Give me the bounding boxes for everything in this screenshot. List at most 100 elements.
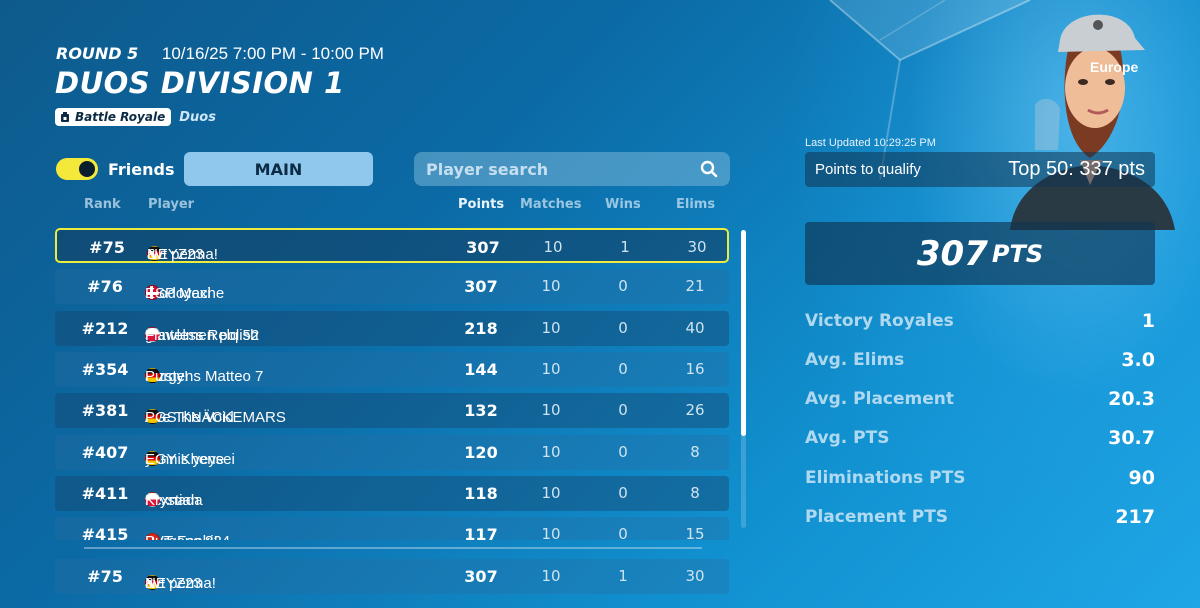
row-matches: 10: [541, 401, 561, 420]
divider: [84, 547, 702, 549]
row-elims: 40: [685, 318, 705, 337]
stat-value: 90: [1128, 467, 1155, 489]
stat-value: 3.0: [1121, 349, 1155, 371]
player-name: avt perma!: [147, 246, 218, 263]
mode-sub: Duos: [179, 109, 216, 125]
row-matches: 10: [541, 483, 561, 502]
col-points-header: Points: [458, 197, 505, 212]
row-points: 120: [464, 442, 498, 462]
col-rank-header: Rank: [84, 197, 121, 212]
row-matches: 10: [541, 567, 561, 585]
stat-elimination-pts: Eliminations PTS 90: [805, 467, 1155, 489]
row-rank: #415: [81, 525, 129, 540]
stat-label: Avg. Placement: [805, 389, 955, 409]
stat-avg-placement: Avg. Placement 20.3: [805, 388, 1155, 410]
row-elims: 30: [687, 238, 707, 256]
character-portrait: [1010, 14, 1175, 230]
flag-icon: [147, 246, 162, 261]
self-row[interactable]: #75 NEYZ23 & avt perma! 307 10 1 30: [55, 559, 729, 594]
stat-value: 30.7: [1108, 427, 1155, 449]
player-name: NEYZ23: [145, 575, 202, 592]
round-info: ROUND 5 10/16/25 7:00 PM - 10:00 PM: [56, 44, 384, 64]
flag-icon: [145, 326, 160, 342]
row-elims: 15: [685, 525, 705, 540]
qualify-label: Points to qualify: [815, 161, 921, 178]
player-name: Purgens 824: [145, 533, 230, 540]
row-points: 218: [464, 318, 498, 338]
tab-main[interactable]: MAIN: [184, 152, 373, 186]
mode-badge-label: Battle Royale: [75, 110, 166, 124]
row-wins: 1: [618, 567, 628, 585]
table-row[interactable]: #415AVT Faaki!&Purgens 82411710015: [55, 517, 729, 540]
scrollbar-thumb[interactable]: [741, 230, 746, 436]
friends-toggle[interactable]: [56, 158, 98, 180]
total-points-unit: PTS: [991, 239, 1044, 268]
row-elims: 8: [690, 442, 700, 461]
row-matches: 10: [541, 277, 561, 296]
player-name: EGY Khensei: [145, 450, 235, 468]
row-rank: #76: [87, 277, 123, 297]
region-label: Europe: [1090, 59, 1139, 75]
row-matches: 10: [541, 359, 561, 378]
row-matches: 10: [541, 318, 561, 337]
row-points: 117: [464, 525, 498, 540]
row-rank: #407: [81, 442, 129, 462]
row-wins: 0: [618, 525, 628, 540]
stat-value: 20.3: [1108, 388, 1155, 410]
row-elims: 30: [685, 567, 705, 585]
flag-icon: [145, 367, 160, 383]
col-elims-header: Elims: [676, 197, 716, 212]
stat-label: Avg. PTS: [805, 428, 890, 448]
table-row[interactable]: #75 NEYZ23 & avt perma! 307 10 1 30: [55, 228, 729, 263]
scrollbar[interactable]: [741, 230, 746, 528]
stat-value: 1: [1141, 310, 1155, 332]
search-input[interactable]: [426, 159, 700, 179]
flag-icon: [145, 285, 160, 301]
row-points: 307: [466, 238, 500, 257]
stat-placement-pts: Placement PTS 217: [805, 506, 1155, 528]
stat-label: Eliminations PTS: [805, 468, 966, 488]
friends-label: Friends: [108, 159, 175, 179]
toggle-knob: [79, 161, 95, 177]
player-name: AVT Faaki!: [145, 533, 218, 540]
player-name: Purgens Matteo 7: [145, 367, 264, 385]
row-rank: #75: [89, 238, 125, 257]
qualify-box: Points to qualify Top 50: 337 pts: [805, 152, 1155, 187]
stat-value: 217: [1115, 506, 1155, 528]
search-icon[interactable]: [700, 160, 718, 178]
stat-label: Victory Royales: [805, 311, 954, 331]
flag-icon: [145, 450, 160, 466]
flag-icon: [145, 575, 160, 590]
row-elims: 16: [685, 359, 705, 378]
row-matches: 10: [541, 525, 561, 540]
battle-royale-icon: [61, 112, 69, 122]
stat-label: Placement PTS: [805, 507, 949, 527]
mode-row: Battle Royale Duos: [55, 108, 216, 126]
background-glow: [780, 0, 1200, 608]
row-wins: 0: [618, 442, 628, 461]
player-name: ESP Mexi: [145, 285, 211, 303]
friends-toggle-group: Friends: [56, 158, 175, 180]
page-title: DUOS DIVISION 1: [55, 66, 345, 100]
row-wins: 0: [618, 401, 628, 420]
row-elims: 21: [685, 277, 705, 296]
player-name: Ave The Void: [145, 409, 234, 427]
row-points: 118: [464, 483, 498, 503]
row-matches: 10: [543, 238, 563, 256]
row-wins: 0: [618, 318, 628, 337]
player-search[interactable]: [414, 152, 730, 186]
row-wins: 1: [620, 238, 630, 256]
player-name: Flawless Relq 52: [145, 326, 260, 344]
background-lines: [829, 0, 1031, 181]
round-time: 10/16/25 7:00 PM - 10:00 PM: [161, 44, 384, 63]
col-matches-header: Matches: [520, 197, 582, 212]
col-player-header: Player: [148, 197, 195, 212]
player-name: PGS KNÄCKEMARS: [145, 409, 286, 427]
row-wins: 0: [618, 359, 628, 378]
